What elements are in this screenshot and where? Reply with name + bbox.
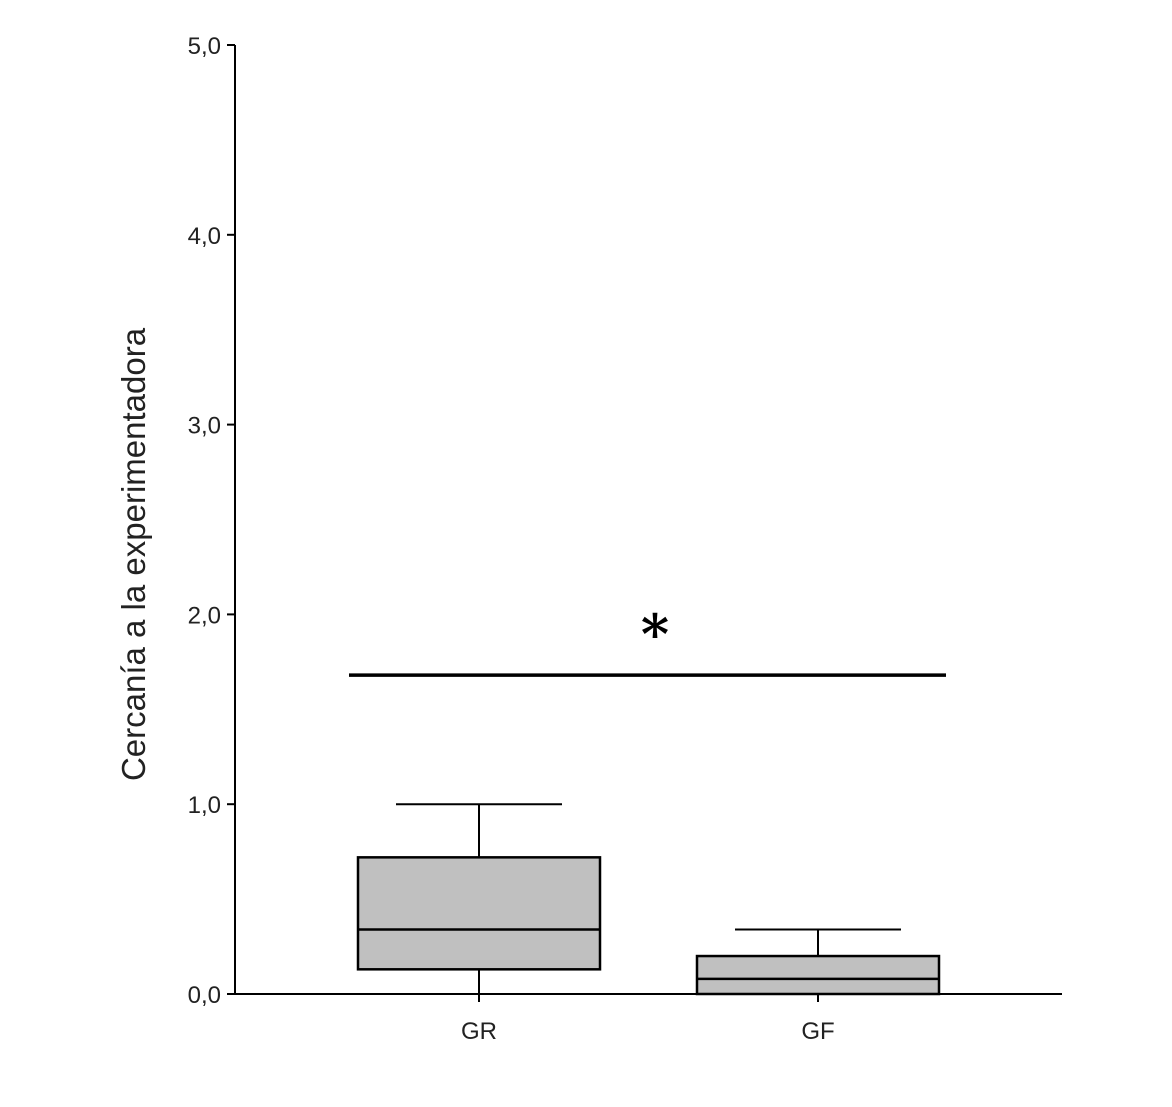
y-tick-label: 2,0 [188,602,221,629]
x-tick-label: GR [461,1018,497,1045]
y-axis-ticks: 0,0 1,0 2,0 3,0 4,0 5,0 [188,33,235,1009]
x-tick-label: GF [801,1018,834,1045]
box-gr [356,803,602,994]
box-series [356,803,941,996]
y-tick-label: 3,0 [188,413,221,440]
y-axis-title: Cercanía a la experimentadora [115,327,152,781]
box-gf [695,928,941,996]
y-tick-label: 0,0 [188,982,221,1009]
box-iqr [356,856,602,971]
x-axis-ticks: GR GF [461,994,835,1045]
y-tick-label: 4,0 [188,223,221,250]
y-tick-label: 1,0 [188,792,221,819]
box-iqr [695,954,941,996]
significance-asterisk: * [641,602,669,666]
y-tick-label: 5,0 [188,33,221,60]
